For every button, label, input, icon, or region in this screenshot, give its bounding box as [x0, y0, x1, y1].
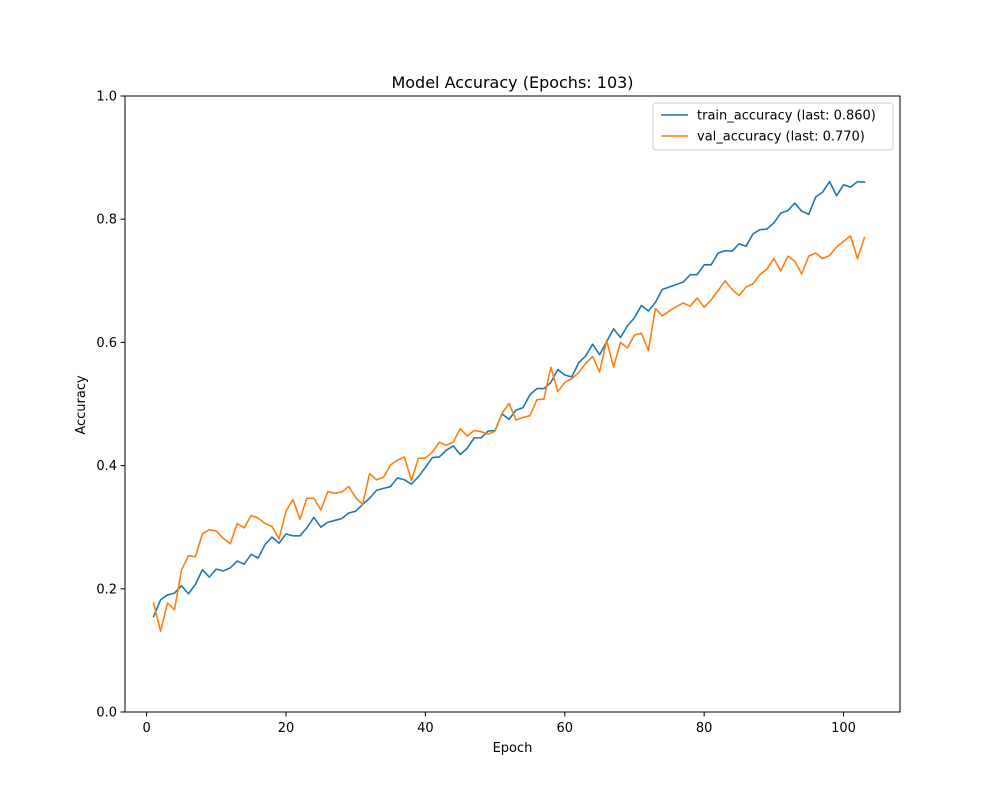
- y-tick-label: 0.2: [96, 582, 117, 597]
- legend: train_accuracy (last: 0.860) val_accuracy…: [652, 102, 894, 151]
- x-tick-label: 40: [417, 721, 434, 736]
- x-tick-label: 20: [278, 721, 295, 736]
- y-tick-label: 0.0: [96, 706, 117, 721]
- x-axis-label: Epoch: [493, 741, 533, 756]
- x-tick-label: 60: [556, 721, 573, 736]
- x-tick-label: 80: [696, 721, 713, 736]
- x-axis: 0 20 40 60 80 100: [142, 712, 856, 736]
- series-line-val-accuracy: [152, 235, 866, 633]
- axes-frame: [124, 95, 901, 713]
- y-tick-label: 0.4: [96, 459, 117, 474]
- series-line-train-accuracy: [152, 180, 866, 618]
- plot-area: [124, 95, 901, 713]
- y-tick-label: 1.0: [96, 90, 117, 105]
- x-tick-label: 0: [142, 721, 150, 736]
- y-axis-label: Accuracy: [74, 375, 89, 435]
- legend-label: val_accuracy (last: 0.770): [697, 130, 865, 145]
- legend-label: train_accuracy (last: 0.860): [697, 109, 876, 124]
- legend-box: [652, 102, 894, 151]
- y-tick-label: 0.6: [96, 336, 117, 351]
- y-tick-label: 0.8: [96, 213, 117, 228]
- y-axis: 0.0 0.2 0.4 0.6 0.8 1.0: [96, 90, 125, 721]
- chart-title: Model Accuracy (Epochs: 103): [391, 73, 633, 92]
- x-tick-label: 100: [831, 721, 856, 736]
